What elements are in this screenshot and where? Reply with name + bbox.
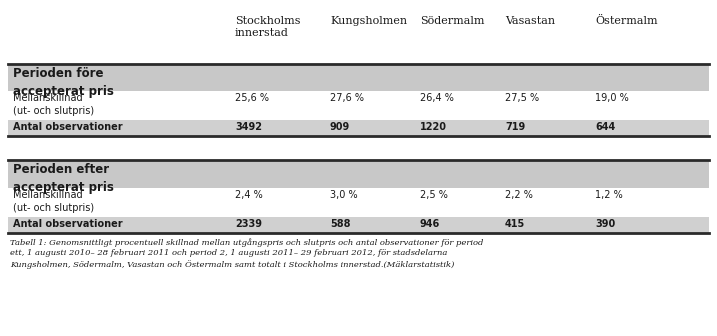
Text: 390: 390 bbox=[595, 219, 615, 229]
Bar bbox=[8, 217, 709, 233]
Text: Perioden före
accepterat pris: Perioden före accepterat pris bbox=[13, 67, 114, 98]
Text: 588: 588 bbox=[330, 219, 351, 229]
Text: Antal observationer: Antal observationer bbox=[13, 219, 123, 229]
Text: Mellanskillnad
(ut- och slutpris): Mellanskillnad (ut- och slutpris) bbox=[13, 93, 94, 116]
Text: 27,6 %: 27,6 % bbox=[330, 93, 364, 103]
Bar bbox=[8, 64, 709, 91]
Text: 909: 909 bbox=[330, 122, 350, 132]
Text: Perioden efter
accepterat pris: Perioden efter accepterat pris bbox=[13, 163, 114, 194]
Text: 3492: 3492 bbox=[235, 122, 262, 132]
Bar bbox=[8, 160, 709, 188]
Text: 2,5 %: 2,5 % bbox=[420, 190, 448, 200]
Text: 2,4 %: 2,4 % bbox=[235, 190, 262, 200]
Text: 27,5 %: 27,5 % bbox=[505, 93, 539, 103]
Text: 719: 719 bbox=[505, 122, 526, 132]
Text: 1220: 1220 bbox=[420, 122, 447, 132]
Text: 2339: 2339 bbox=[235, 219, 262, 229]
Text: Östermalm: Östermalm bbox=[595, 16, 657, 26]
Text: Kungsholmen: Kungsholmen bbox=[330, 16, 407, 26]
Text: 644: 644 bbox=[595, 122, 615, 132]
Text: 25,6 %: 25,6 % bbox=[235, 93, 269, 103]
Text: 19,0 %: 19,0 % bbox=[595, 93, 629, 103]
Text: 26,4 %: 26,4 % bbox=[420, 93, 454, 103]
Text: 2,2 %: 2,2 % bbox=[505, 190, 533, 200]
Text: Vasastan: Vasastan bbox=[505, 16, 555, 26]
Text: Tabell 1: Genomsnittligt procentuell skillnad mellan utgångspris och slutpris oc: Tabell 1: Genomsnittligt procentuell ski… bbox=[10, 238, 483, 269]
Bar bbox=[8, 188, 709, 217]
Text: Mellanskillnad
(ut- och slutpris): Mellanskillnad (ut- och slutpris) bbox=[13, 190, 94, 213]
Text: 415: 415 bbox=[505, 219, 526, 229]
Bar bbox=[8, 136, 709, 160]
Text: 3,0 %: 3,0 % bbox=[330, 190, 358, 200]
Bar bbox=[8, 91, 709, 120]
Bar bbox=[8, 120, 709, 136]
Text: 1,2 %: 1,2 % bbox=[595, 190, 623, 200]
Text: Södermalm: Södermalm bbox=[420, 16, 485, 26]
Text: 946: 946 bbox=[420, 219, 440, 229]
Text: Stockholms
innerstad: Stockholms innerstad bbox=[235, 16, 300, 38]
Text: Antal observationer: Antal observationer bbox=[13, 122, 123, 132]
